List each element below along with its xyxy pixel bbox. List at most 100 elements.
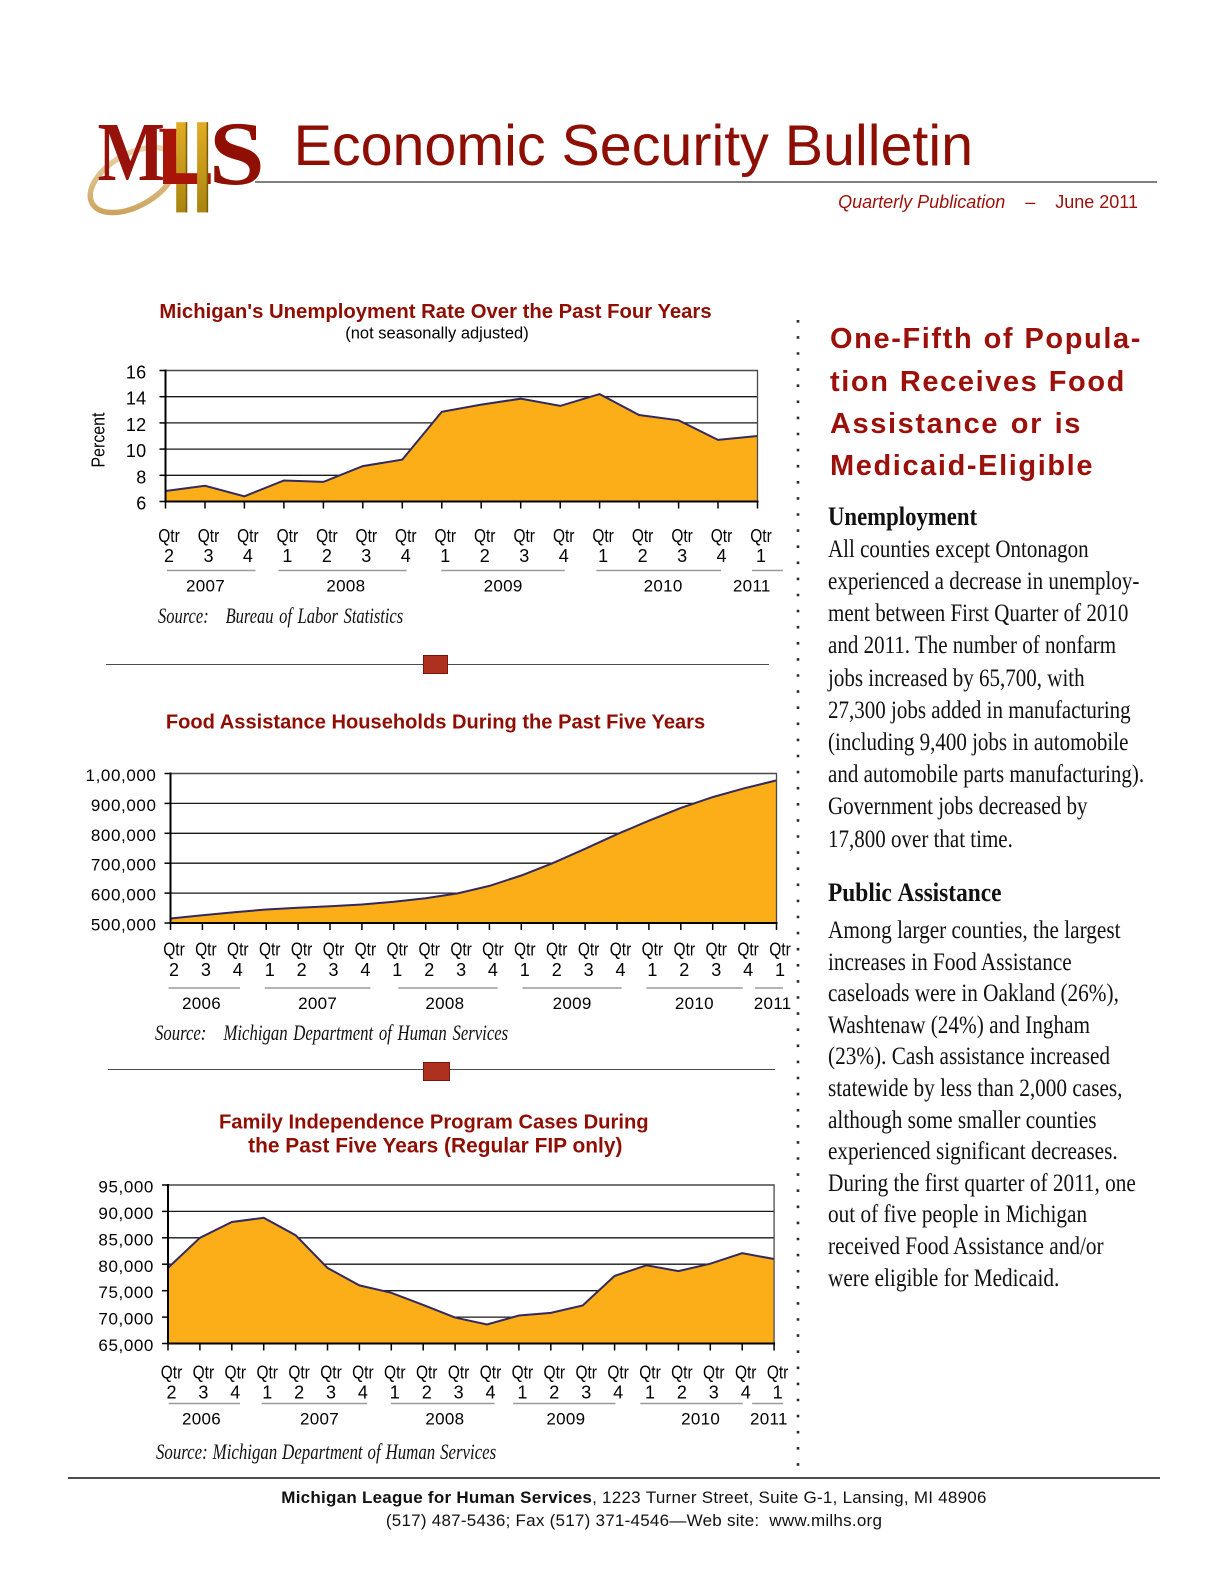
svg-text:1: 1	[392, 960, 402, 980]
svg-text:Qtr: Qtr	[227, 940, 249, 960]
svg-text:2: 2	[322, 546, 332, 566]
svg-text:3: 3	[326, 1383, 336, 1403]
svg-text:3: 3	[581, 1383, 591, 1403]
svg-text:4: 4	[488, 960, 498, 980]
svg-text:1,00,000: 1,00,000	[86, 766, 157, 785]
svg-text:12: 12	[126, 415, 147, 435]
svg-text:1: 1	[645, 1383, 655, 1403]
svg-text:700,000: 700,000	[91, 856, 157, 875]
svg-text:2: 2	[169, 960, 179, 980]
svg-text:800,000: 800,000	[91, 826, 157, 845]
svg-text:Qtr: Qtr	[288, 1363, 310, 1383]
svg-text:Qtr: Qtr	[750, 526, 772, 546]
svg-text:2: 2	[549, 1383, 559, 1403]
svg-text:1: 1	[440, 546, 450, 566]
svg-text:Qtr: Qtr	[482, 940, 504, 960]
svg-text:Qtr: Qtr	[767, 1363, 789, 1383]
svg-text:Qtr: Qtr	[193, 1363, 215, 1383]
svg-text:Qtr: Qtr	[163, 940, 185, 960]
svg-text:1: 1	[282, 546, 292, 566]
svg-text:2: 2	[294, 1383, 304, 1403]
svg-text:Qtr: Qtr	[355, 940, 377, 960]
svg-text:65,000: 65,000	[98, 1336, 154, 1355]
svg-text:2: 2	[480, 546, 490, 566]
svg-text:900,000: 900,000	[91, 796, 157, 815]
svg-text:Qtr: Qtr	[544, 1363, 566, 1383]
svg-text:8: 8	[136, 467, 146, 487]
svg-text:14: 14	[126, 389, 147, 409]
svg-text:90,000: 90,000	[98, 1204, 154, 1223]
svg-text:3: 3	[203, 546, 213, 566]
svg-text:2006: 2006	[182, 994, 221, 1013]
svg-text:4: 4	[360, 960, 370, 980]
svg-text:S: S	[209, 103, 265, 204]
svg-text:2007: 2007	[300, 1410, 339, 1429]
svg-text:Qtr: Qtr	[578, 940, 600, 960]
svg-text:Qtr: Qtr	[575, 1363, 597, 1383]
svg-text:Qtr: Qtr	[256, 1363, 278, 1383]
svg-text:Qtr: Qtr	[711, 526, 733, 546]
svg-text:2011: 2011	[750, 1410, 788, 1429]
svg-text:4: 4	[559, 546, 569, 566]
svg-text:Qtr: Qtr	[610, 940, 632, 960]
svg-text:4: 4	[743, 960, 753, 980]
svg-text:Percent: Percent	[89, 413, 109, 468]
svg-text:3: 3	[456, 960, 466, 980]
svg-text:4: 4	[716, 546, 726, 566]
svg-text:4: 4	[358, 1383, 368, 1403]
svg-text:Qtr: Qtr	[514, 940, 536, 960]
svg-text:Qtr: Qtr	[671, 526, 693, 546]
svg-text:Qtr: Qtr	[195, 940, 217, 960]
svg-text:2009: 2009	[546, 1410, 585, 1429]
svg-text:M: M	[98, 106, 165, 199]
svg-text:Qtr: Qtr	[448, 1363, 470, 1383]
svg-text:Qtr: Qtr	[291, 940, 313, 960]
svg-text:Qtr: Qtr	[395, 526, 417, 546]
svg-text:10: 10	[126, 441, 147, 461]
svg-text:1: 1	[756, 546, 766, 566]
svg-text:Qtr: Qtr	[418, 940, 440, 960]
svg-text:Qtr: Qtr	[259, 940, 281, 960]
svg-text:2010: 2010	[644, 577, 683, 596]
svg-text:3: 3	[198, 1383, 208, 1403]
svg-text:1: 1	[598, 546, 608, 566]
svg-text:4: 4	[243, 546, 253, 566]
svg-text:4: 4	[741, 1383, 751, 1403]
svg-text:Qtr: Qtr	[237, 526, 259, 546]
svg-text:Qtr: Qtr	[387, 940, 409, 960]
svg-text:2: 2	[164, 546, 174, 566]
svg-text:2: 2	[679, 960, 689, 980]
svg-text:Qtr: Qtr	[225, 1363, 247, 1383]
svg-text:4: 4	[230, 1383, 240, 1403]
svg-text:2011: 2011	[754, 994, 792, 1013]
svg-text:Qtr: Qtr	[642, 940, 664, 960]
svg-text:95,000: 95,000	[98, 1178, 154, 1197]
svg-text:Qtr: Qtr	[513, 526, 535, 546]
svg-text:4: 4	[485, 1383, 495, 1403]
svg-text:2010: 2010	[681, 1410, 720, 1429]
svg-text:70,000: 70,000	[98, 1310, 154, 1329]
svg-text:3: 3	[201, 960, 211, 980]
svg-text:Qtr: Qtr	[607, 1363, 629, 1383]
svg-text:600,000: 600,000	[91, 886, 157, 905]
svg-text:Qtr: Qtr	[277, 526, 299, 546]
svg-text:Family Independence Program Ca: Family Independence Program Cases During	[219, 1111, 649, 1133]
svg-text:1: 1	[647, 960, 657, 980]
svg-text:Qtr: Qtr	[161, 1363, 183, 1383]
svg-text:4: 4	[401, 546, 411, 566]
svg-text:2008: 2008	[326, 577, 365, 596]
svg-text:6: 6	[136, 494, 146, 514]
svg-text:16: 16	[126, 363, 147, 383]
svg-text:2: 2	[677, 1383, 687, 1403]
svg-text:3: 3	[711, 960, 721, 980]
svg-text:3: 3	[584, 960, 594, 980]
svg-text:Qtr: Qtr	[316, 526, 338, 546]
svg-text:Qtr: Qtr	[632, 526, 654, 546]
svg-text:4: 4	[615, 960, 625, 980]
svg-text:500,000: 500,000	[91, 916, 157, 935]
svg-text:Qtr: Qtr	[592, 526, 614, 546]
svg-text:85,000: 85,000	[98, 1230, 154, 1249]
svg-text:Qtr: Qtr	[158, 526, 180, 546]
svg-text:2: 2	[297, 960, 307, 980]
svg-text:2007: 2007	[186, 577, 225, 596]
